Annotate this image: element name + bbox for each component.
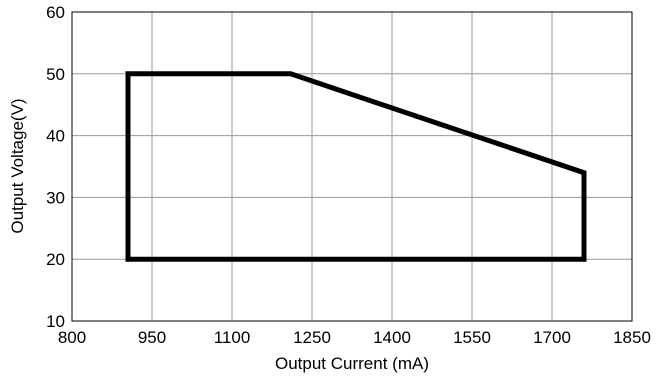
x-tick-label: 1550 — [453, 328, 491, 347]
y-tick-label: 40 — [46, 127, 65, 146]
plot-frame — [71, 11, 633, 322]
y-tick-label: 10 — [46, 312, 65, 331]
tick-labels: 800 950 1100 1250 1400 1550 1700 1850 10 20 30 40 50… — [46, 3, 651, 347]
y-tick-label: 20 — [46, 250, 65, 269]
x-tick-label: 1850 — [613, 328, 651, 347]
x-tick-label: 1100 — [214, 328, 251, 347]
series-layer — [125, 71, 587, 262]
x-tick-label: 800 — [58, 328, 86, 347]
x-tick-label: 1400 — [373, 328, 411, 347]
x-tick-label: 1250 — [293, 328, 331, 347]
y-tick-label: 60 — [46, 3, 65, 22]
grid-lines — [72, 12, 632, 321]
x-tick-label: 950 — [138, 328, 166, 347]
y-axis-title: Output Voltage(V) — [8, 98, 27, 233]
y-tick-label: 50 — [46, 65, 65, 84]
x-axis-title: Output Current (mA) — [275, 354, 429, 373]
x-tick-label: 1700 — [533, 328, 571, 347]
y-tick-label: 30 — [46, 188, 65, 207]
operating-area-outline — [125, 71, 587, 262]
